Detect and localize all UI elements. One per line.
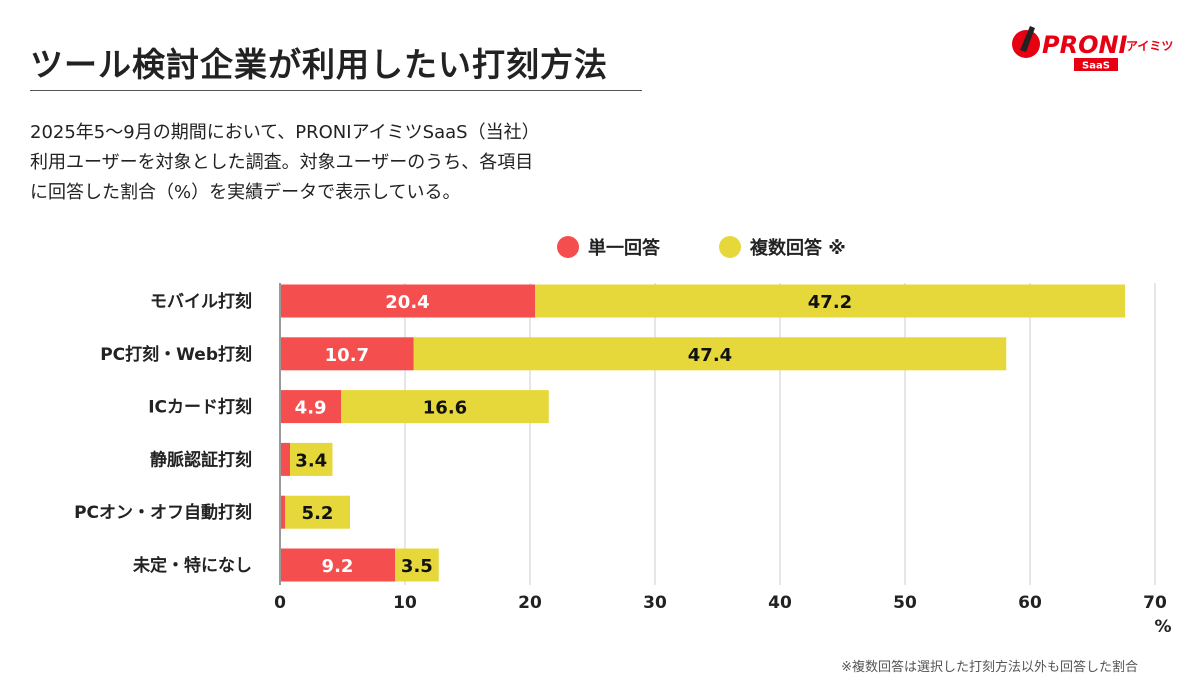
bar-segment bbox=[395, 548, 439, 582]
legend-label: 複数回答 ※ bbox=[749, 237, 846, 259]
data-label: 4.9 bbox=[295, 398, 327, 419]
category-label: PCオン・オフ自動打刻 bbox=[74, 502, 252, 523]
x-tick-label: 10 bbox=[393, 593, 417, 613]
category-label: PC打刻・Web打刻 bbox=[100, 344, 252, 365]
bar-segment bbox=[280, 495, 285, 529]
svg-text:PRONI: PRONI bbox=[1042, 31, 1128, 59]
data-label: 20.4 bbox=[385, 292, 429, 313]
x-tick-label: 30 bbox=[643, 593, 667, 613]
bar-segment bbox=[341, 390, 549, 424]
bar-segment bbox=[280, 284, 535, 318]
bar-segment bbox=[535, 284, 1125, 318]
title-divider bbox=[30, 90, 642, 91]
description: 2025年5〜9月の期間において、PRONIアイミツSaaS（当社） 利用ユーザ… bbox=[30, 118, 670, 208]
category-label: 静脈認証打刻 bbox=[150, 449, 252, 470]
category-label: モバイル打刻 bbox=[150, 291, 252, 312]
data-label: 3.5 bbox=[401, 556, 433, 577]
data-label: 3.4 bbox=[295, 450, 327, 471]
bar-segment bbox=[413, 337, 1007, 371]
legend-swatch bbox=[557, 236, 579, 258]
data-label: 5.2 bbox=[302, 503, 334, 524]
description-line: 2025年5〜9月の期間において、PRONIアイミツSaaS（当社） bbox=[30, 122, 540, 143]
x-tick-label: 60 bbox=[1018, 593, 1042, 613]
bar-segment bbox=[290, 442, 333, 476]
bar-segment bbox=[280, 442, 290, 476]
bar-segment bbox=[285, 495, 350, 529]
x-tick-label: 50 bbox=[893, 593, 917, 613]
x-tick-label: 0 bbox=[274, 593, 286, 613]
x-unit-label: % bbox=[1154, 617, 1171, 637]
bar-segment bbox=[280, 548, 395, 582]
category-label: ICカード打刻 bbox=[148, 397, 252, 418]
x-tick-label: 40 bbox=[768, 593, 792, 613]
data-label: 9.2 bbox=[322, 556, 354, 577]
description-line: に回答した割合（%）を実績データで表示している。 bbox=[30, 182, 461, 203]
data-label: 47.4 bbox=[688, 345, 732, 366]
footnote: ※複数回答は選択した打刻方法以外も回答した割合 bbox=[841, 660, 1138, 675]
category-label: 未定・特になし bbox=[132, 555, 252, 576]
svg-text:アイミツ: アイミツ bbox=[1126, 39, 1173, 53]
x-tick-label: 20 bbox=[518, 593, 542, 613]
data-label: 47.2 bbox=[808, 292, 852, 313]
bar-segment bbox=[280, 390, 342, 424]
svg-text:SaaS: SaaS bbox=[1082, 61, 1110, 72]
legend-label: 単一回答 bbox=[588, 237, 661, 259]
bar-segment bbox=[280, 337, 414, 371]
x-tick-label: 70 bbox=[1143, 593, 1167, 613]
description-line: 利用ユーザーを対象とした調査。対象ユーザーのうち、各項目 bbox=[30, 152, 534, 173]
legend-swatch bbox=[719, 236, 741, 258]
data-label: 10.7 bbox=[325, 345, 369, 366]
brand-logo: PRONI アイミツ SaaS bbox=[1012, 26, 1173, 72]
page-title: ツール検討企業が利用したい打刻方法 bbox=[30, 45, 608, 84]
data-label: 16.6 bbox=[423, 398, 467, 419]
